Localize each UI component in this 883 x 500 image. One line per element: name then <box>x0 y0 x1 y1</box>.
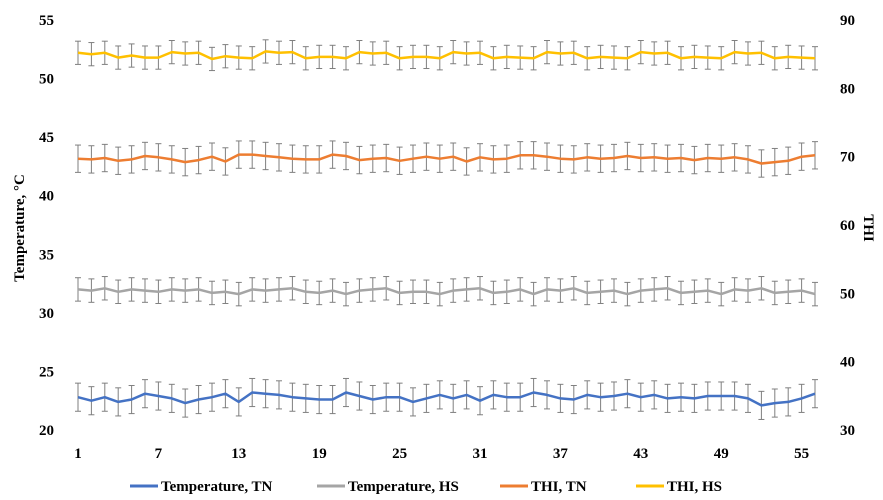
y-tick-label: 20 <box>39 423 54 439</box>
x-tick-label: 1 <box>74 446 82 462</box>
series-line <box>77 153 816 165</box>
series-line <box>77 50 816 61</box>
y2-tick-label: 60 <box>840 218 855 234</box>
x-tick-label: 25 <box>392 446 407 462</box>
y-tick-label: 40 <box>39 189 54 205</box>
legend-label: THI, HS <box>667 479 722 495</box>
x-tick-label: 55 <box>794 446 809 462</box>
legend-label: Temperature, TN <box>161 479 273 495</box>
x-tick-label: 13 <box>231 446 246 462</box>
y-tick-label: 45 <box>39 130 54 146</box>
y-tick-label: 55 <box>39 13 54 29</box>
legend-label: Temperature, HS <box>348 479 459 495</box>
y2-tick-label: 40 <box>840 355 855 371</box>
x-tick-label: 37 <box>553 446 569 462</box>
y2-axis-title: THI <box>860 214 876 242</box>
y2-tick-label: 90 <box>840 13 855 29</box>
legend-label: THI, TN <box>531 479 587 495</box>
x-tick-label: 7 <box>155 446 163 462</box>
series-line <box>77 391 816 407</box>
y-tick-label: 30 <box>39 306 54 322</box>
y2-tick-label: 70 <box>840 150 855 166</box>
x-tick-label: 43 <box>633 446 648 462</box>
y2-tick-label: 80 <box>840 81 855 97</box>
y-tick-label: 35 <box>39 247 54 263</box>
y2-tick-label: 50 <box>840 286 855 302</box>
y-axis-title: Temperature, °C <box>12 174 28 282</box>
series-line <box>77 287 816 296</box>
y-tick-label: 50 <box>39 72 54 88</box>
x-tick-label: 19 <box>312 446 327 462</box>
x-tick-label: 49 <box>714 446 729 462</box>
y-tick-label: 25 <box>39 364 54 380</box>
y2-tick-label: 30 <box>840 423 855 439</box>
x-tick-label: 31 <box>473 446 488 462</box>
